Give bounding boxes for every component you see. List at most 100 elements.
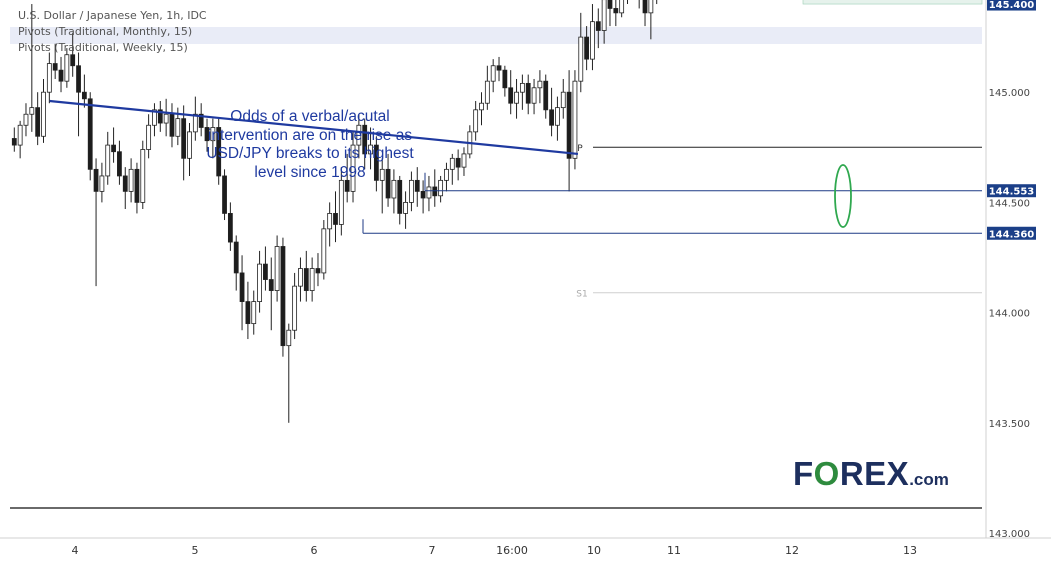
y-tick-label: 144.000 [989, 309, 1030, 320]
background-layer: R2R1PS1 [10, 0, 983, 299]
candle [233, 235, 239, 291]
candle [461, 147, 467, 176]
candle-body [111, 144, 116, 153]
price-badge-label: 144.360 [989, 229, 1035, 240]
candle-body [175, 118, 181, 137]
candle-body [537, 80, 543, 89]
candle [584, 26, 590, 71]
candle-body [560, 91, 566, 109]
candle [99, 162, 105, 203]
candle-body [514, 91, 519, 104]
candle-body [274, 246, 280, 291]
candle-body [584, 36, 590, 60]
candle-body [461, 153, 467, 168]
candle-body [525, 82, 531, 104]
candle [432, 169, 438, 207]
candle-body [391, 179, 397, 199]
candle-body [11, 138, 17, 146]
candle [35, 92, 41, 146]
candle [157, 101, 163, 132]
overlay-layer: 1998 highH&S targetMOF intervention [10, 99, 982, 509]
candle [245, 281, 251, 340]
candle [531, 78, 537, 115]
candle-body [58, 69, 64, 82]
candle [263, 246, 268, 291]
x-tick-label: 7 [429, 544, 436, 557]
candle-body [420, 190, 426, 199]
candle-body [572, 80, 578, 159]
resistance-trendline [49, 99, 579, 156]
candle-body [426, 186, 432, 199]
candle [29, 4, 35, 132]
candle [414, 167, 420, 207]
candle-body [286, 329, 292, 347]
candle [549, 87, 554, 137]
price-badge-label: 144.553 [989, 187, 1035, 198]
candle-body [350, 144, 356, 192]
candle [286, 323, 292, 423]
candle [298, 257, 303, 302]
candle-body [432, 186, 438, 197]
candle [181, 105, 187, 181]
y-tick-label: 143.000 [989, 529, 1030, 540]
candle-body [157, 109, 163, 124]
candle [309, 257, 315, 302]
candle-body [152, 109, 157, 126]
candle-body [385, 168, 391, 199]
candle [619, 0, 625, 18]
candle-body [128, 168, 134, 192]
candle-body [444, 168, 449, 181]
candle-body [414, 179, 420, 192]
candle [656, 0, 658, 5]
spike-highlight-ellipse [834, 164, 852, 228]
candle [111, 127, 116, 163]
candle [338, 167, 344, 236]
candle-body [146, 124, 152, 150]
candle [76, 52, 81, 137]
demand-zone [802, 0, 983, 5]
candle-body [508, 87, 514, 104]
candle-body [227, 213, 233, 243]
candle [444, 162, 449, 192]
logo-com: .com [909, 470, 949, 489]
legend-pivots-monthly: Pivots (Traditional, Monthly, 15) [18, 25, 193, 38]
price-badge-label: 145.400 [989, 0, 1035, 11]
candle [560, 78, 566, 119]
candle-body [257, 263, 262, 302]
candle [613, 0, 619, 27]
candle [467, 125, 473, 159]
candle [426, 175, 432, 212]
candle [409, 171, 414, 212]
logo-rex: REX [839, 455, 910, 492]
candle-body [403, 201, 408, 214]
candle [128, 158, 134, 203]
candle-body [181, 118, 187, 159]
y-tick-label: 145.000 [989, 88, 1030, 99]
candle [198, 103, 204, 137]
candle [642, 0, 648, 27]
candle-body [531, 87, 537, 104]
candle-body [245, 301, 251, 325]
candle-body [368, 144, 373, 155]
candle [490, 59, 496, 93]
candle-body [356, 124, 362, 146]
candle-body [134, 168, 140, 203]
candle [117, 140, 122, 185]
candle-body [595, 21, 601, 31]
logo-o: O [813, 455, 840, 492]
candle [344, 153, 350, 203]
candle [87, 92, 93, 181]
candle-body [64, 54, 70, 82]
candle-body [198, 113, 204, 128]
candle [292, 272, 298, 340]
candle [303, 250, 309, 302]
candle [227, 202, 233, 251]
candle [152, 103, 157, 137]
candle-body [449, 157, 455, 170]
candle-body [187, 131, 192, 159]
candle-body [502, 69, 508, 89]
candle-body [409, 179, 414, 203]
candle [502, 65, 508, 97]
candle-body [46, 63, 52, 93]
